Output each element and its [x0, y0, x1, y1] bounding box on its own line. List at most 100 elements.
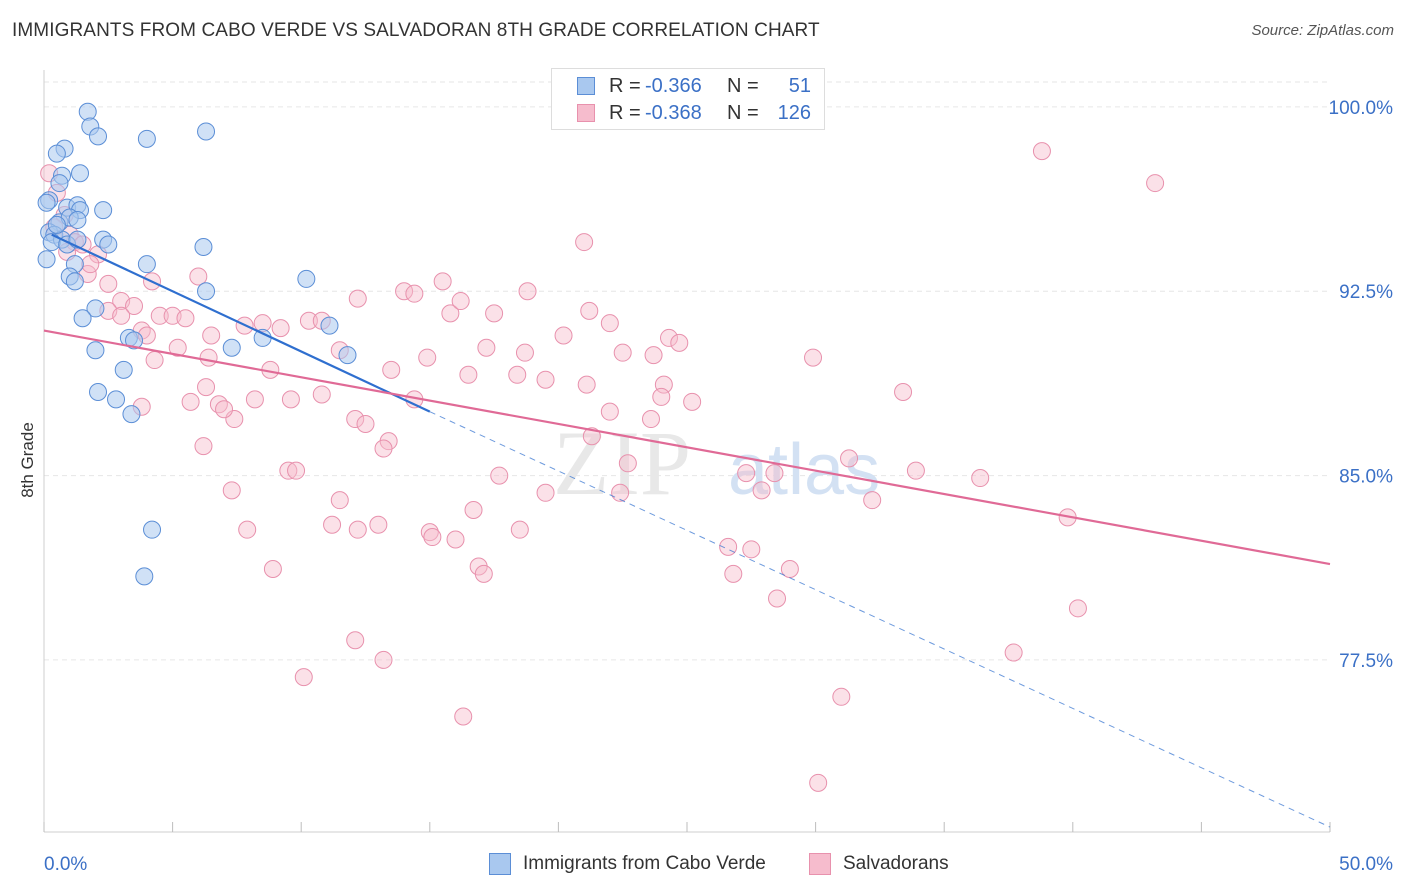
salvadoran-point — [279, 461, 298, 480]
cabo-verde-point — [194, 237, 213, 256]
salvadoran-point — [395, 282, 414, 301]
salvadoran-point — [369, 515, 388, 534]
source-label: Source: ZipAtlas.com — [1251, 22, 1394, 39]
watermark: ZIP atlas — [553, 412, 880, 514]
salvadoran-point — [1068, 599, 1087, 618]
salvadoran-point — [150, 306, 169, 325]
salvadoran-point — [1146, 174, 1165, 193]
salvadoran-point — [765, 464, 784, 483]
cabo-verde-point — [320, 316, 339, 335]
salvadoran-point — [374, 439, 393, 458]
legend-r-label: R = — [609, 101, 641, 124]
salvadoran-point — [613, 343, 632, 362]
cabo-verde-point — [135, 567, 154, 586]
cabo-verde-point — [47, 215, 66, 234]
y-tick-label: 77.5% — [1339, 651, 1393, 672]
bottom-legend-swatch-pink — [809, 853, 831, 875]
salvadoran-point — [508, 365, 527, 384]
salvadorans-points — [40, 142, 1165, 792]
salvadoran-point — [490, 466, 509, 485]
salvadoran-point — [168, 338, 187, 357]
salvadoran-point — [641, 410, 660, 429]
legend-swatch-pink — [577, 104, 595, 122]
salvadoran-point — [263, 559, 282, 578]
salvadoran-point — [577, 375, 596, 394]
cabo-verde-point — [114, 360, 133, 379]
y-tick-label: 85.0% — [1339, 467, 1393, 488]
salvadoran-point — [971, 469, 990, 488]
bottom-legend-salvadorans: Salvadorans — [809, 852, 949, 876]
cabo-verde-trend-line — [51, 233, 431, 413]
salvadoran-point — [611, 483, 630, 502]
salvadoran-point — [446, 530, 465, 549]
watermark-zip: ZIP — [553, 412, 691, 514]
salvadoran-point — [356, 414, 375, 433]
salvadoran-point — [81, 255, 100, 274]
cabo-verde-point — [89, 127, 108, 146]
salvadoran-point — [418, 348, 437, 367]
salvadoran-point — [181, 392, 200, 411]
chart-title: IMMIGRANTS FROM CABO VERDE VS SALVADORAN… — [12, 20, 820, 41]
salvadoran-point — [420, 523, 439, 542]
salvadoran-point — [752, 481, 771, 500]
y-tick-label: 92.5% — [1339, 282, 1393, 303]
salvadoran-point — [99, 274, 118, 293]
salvadoran-point — [194, 437, 213, 456]
salvadoran-point — [330, 491, 349, 510]
salvadoran-point — [323, 515, 342, 534]
salvadoran-point — [580, 301, 599, 320]
cabo-verde-point — [94, 201, 113, 220]
salvadoran-point — [894, 383, 913, 402]
salvadoran-point — [809, 773, 828, 792]
salvadoran-point — [459, 365, 478, 384]
cabo-verde-point — [78, 102, 97, 121]
cabo-verde-point — [68, 210, 87, 229]
salvadoran-point — [348, 289, 367, 308]
cabo-verde-point — [197, 282, 216, 301]
cabo-verde-point — [42, 233, 61, 252]
salvadoran-point — [670, 333, 689, 352]
y-tick-label: 100.0% — [1329, 98, 1394, 119]
cabo-verde-point — [137, 255, 156, 274]
cabo-verde-point — [222, 338, 241, 357]
legend-row-salvadorans: R = -0.368 N = 126 — [577, 100, 811, 126]
salvadoran-point — [477, 338, 496, 357]
bottom-legend-swatch-blue — [489, 853, 511, 875]
cabo-verde-points — [37, 102, 357, 586]
legend-n-value: 51 — [788, 74, 811, 97]
legend-r-value: -0.366 — [645, 74, 702, 97]
legend-r-value: -0.368 — [645, 101, 702, 124]
cabo-verde-point — [86, 299, 105, 318]
salvadoran-point — [510, 520, 529, 539]
cabo-verde-point — [37, 250, 56, 269]
salvadoran-point — [451, 292, 470, 311]
salvadoran-point — [863, 491, 882, 510]
cabo-verde-point — [125, 331, 144, 350]
salvadoran-point — [281, 390, 300, 409]
salvadoran-point — [433, 272, 452, 291]
salvadoran-point — [215, 400, 234, 419]
cabo-verde-point — [37, 193, 56, 212]
salvadoran-point — [145, 351, 164, 370]
salvadoran-point — [652, 387, 671, 406]
salvadoran-point — [536, 370, 555, 389]
watermark-atlas: atlas — [728, 430, 880, 510]
cabo-verde-point — [86, 341, 105, 360]
tick-labels: 100.0% 92.5% 85.0% 77.5% 0.0% 50.0% — [44, 98, 1393, 875]
x-tick-label: 50.0% — [1339, 854, 1393, 875]
cabo-verde-point — [89, 383, 108, 402]
salvadoran-point — [600, 402, 619, 421]
cabo-verde-point — [47, 144, 66, 163]
trend-lines — [43, 233, 1331, 828]
salvadoran-point — [382, 360, 401, 379]
gridlines — [44, 81, 1330, 661]
salvadoran-trend-line — [43, 329, 1331, 566]
salvadoran-point — [554, 326, 573, 345]
cabo-verde-point — [73, 309, 92, 328]
legend-n-label: N = — [727, 74, 759, 97]
correlation-legend: R = -0.366 N = 51 R = -0.368 N = 126 — [551, 68, 825, 130]
salvadoran-point — [112, 306, 131, 325]
x-tick-label: 0.0% — [44, 854, 87, 875]
salvadoran-point — [346, 410, 365, 429]
